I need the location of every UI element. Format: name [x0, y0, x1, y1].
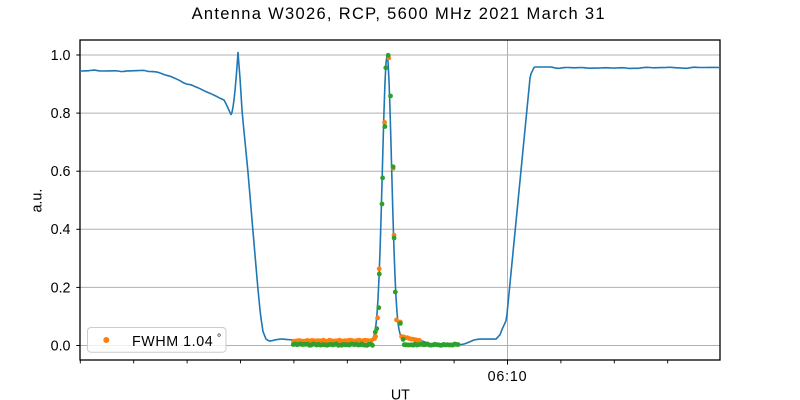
svg-text:06:10: 06:10: [488, 369, 528, 385]
svg-text:a.u.: a.u.: [30, 189, 46, 213]
svg-text:0.8: 0.8: [51, 106, 71, 122]
svg-text:0.6: 0.6: [51, 164, 71, 180]
svg-text:1.0: 1.0: [51, 48, 71, 64]
svg-text:UT: UT: [391, 388, 410, 400]
svg-text:FWHM 1.04 °: FWHM 1.04 °: [132, 332, 222, 350]
svg-text:Antenna W3026, RCP, 5600 MHz 2: Antenna W3026, RCP, 5600 MHz 2021 March …: [192, 5, 606, 23]
svg-text:0.4: 0.4: [51, 222, 71, 238]
svg-text:0.2: 0.2: [51, 280, 71, 296]
svg-text:0.0: 0.0: [51, 338, 71, 354]
